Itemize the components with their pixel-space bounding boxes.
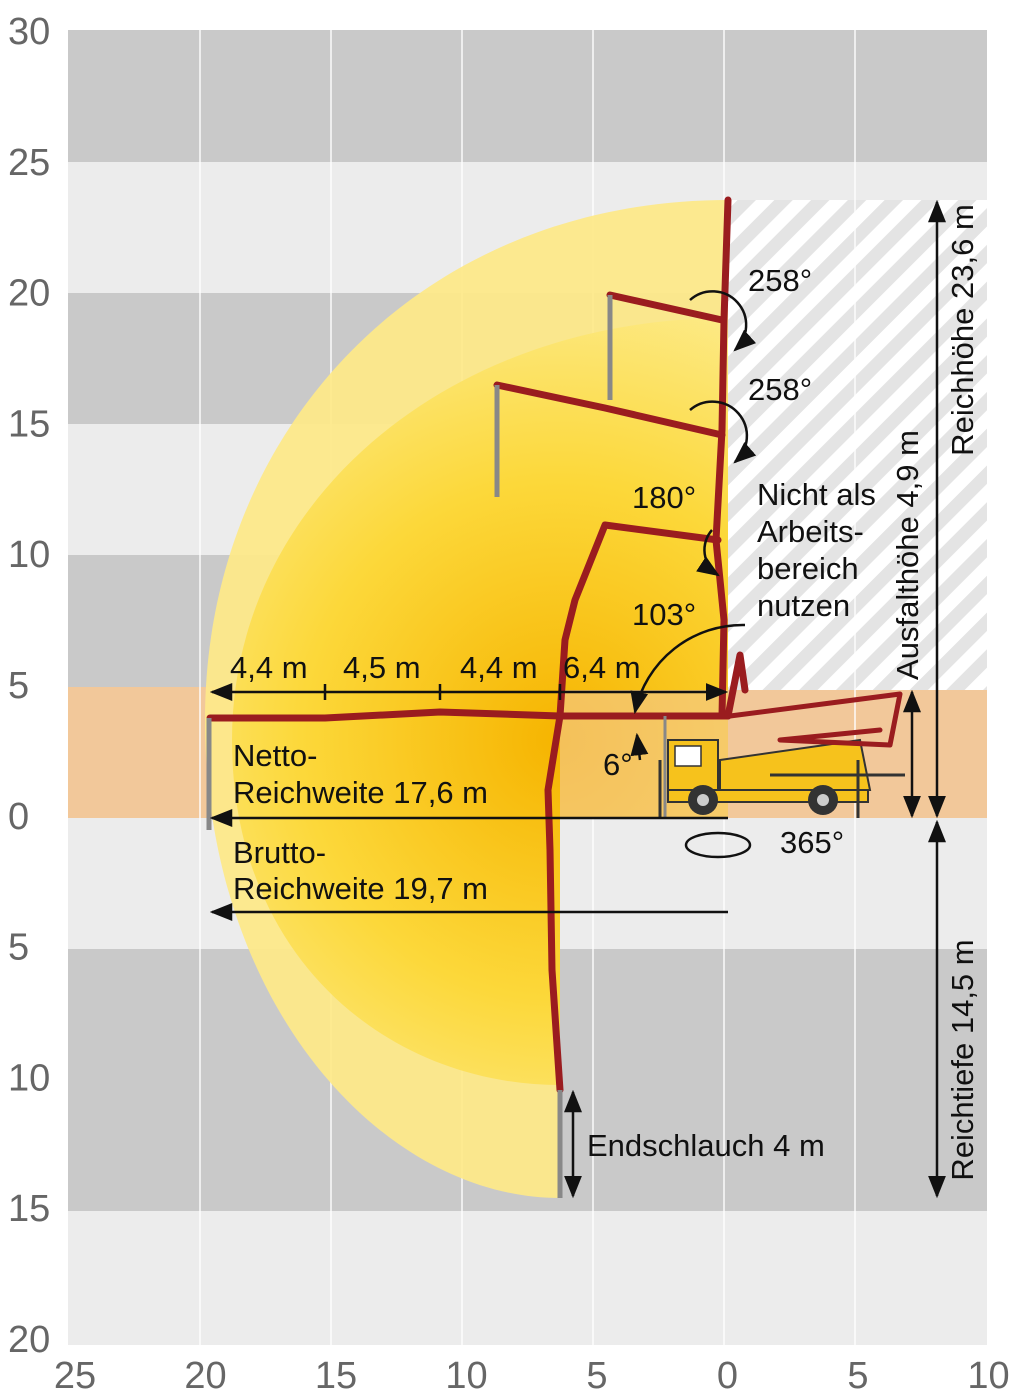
y-axis-label: 30 — [8, 11, 50, 53]
warning-text: bereich — [757, 551, 859, 586]
net-reach-label: Reichweite 17,6 m — [233, 775, 488, 810]
y-axis-label: 20 — [8, 273, 50, 315]
gross-reach-label: Brutto- — [233, 835, 326, 870]
y-axis-label: 5 — [8, 665, 29, 707]
angle-label: 103° — [632, 597, 696, 632]
y-axis-label: 0 — [8, 796, 29, 838]
warning-text: nutzen — [757, 588, 850, 623]
reach-height-label: Reichhöhe 23,6 m — [945, 204, 980, 456]
warning-text: Arbeits- — [757, 514, 864, 549]
x-axis-label: 0 — [717, 1355, 738, 1397]
annotations: 258° 258° 180° 103° 6° 365° Nicht als Ar… — [230, 204, 980, 1180]
angle-label: 258° — [748, 263, 812, 298]
segment-label: 4,4 m — [230, 650, 308, 685]
x-axis-label: 20 — [184, 1355, 226, 1397]
x-axis-label: 5 — [847, 1355, 868, 1397]
x-axis-label: 15 — [315, 1355, 357, 1397]
angle-label: 180° — [632, 480, 696, 515]
net-reach-label: Netto- — [233, 738, 317, 773]
unfold-height-label: Ausfalthöhe 4,9 m — [890, 430, 925, 680]
y-axis-label: 5 — [8, 927, 29, 969]
gross-reach-label: Reichweite 19,7 m — [233, 871, 488, 906]
y-axis-label: 25 — [8, 142, 50, 184]
end-hose-label: Endschlauch 4 m — [587, 1128, 825, 1163]
y-axis-label: 10 — [8, 534, 50, 576]
dimension-lines — [209, 199, 946, 1199]
angle-label: 6° — [603, 747, 633, 782]
x-axis-label: 5 — [586, 1355, 607, 1397]
y-axis-label: 10 — [8, 1057, 50, 1099]
boom — [206, 196, 749, 1198]
x-axis-label: 10 — [445, 1355, 487, 1397]
segment-label: 4,5 m — [343, 650, 421, 685]
y-axis-label: 15 — [8, 403, 50, 445]
angle-label: 365° — [780, 825, 844, 860]
truck — [658, 691, 905, 818]
segment-label: 6,4 m — [563, 650, 641, 685]
segment-label: 4,4 m — [460, 650, 538, 685]
x-axis-label: 10 — [967, 1355, 1009, 1397]
x-axis-label: 25 — [54, 1355, 96, 1397]
y-axis-label: 15 — [8, 1188, 50, 1230]
warning-text: Nicht als — [757, 477, 876, 512]
reach-depth-label: Reichtiefe 14,5 m — [945, 939, 980, 1180]
angle-label: 258° — [748, 372, 812, 407]
y-axis-label: 20 — [8, 1319, 50, 1361]
